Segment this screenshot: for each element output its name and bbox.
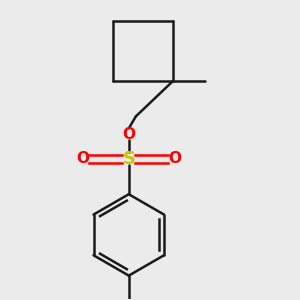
Text: O: O (76, 151, 89, 166)
Text: S: S (122, 150, 135, 168)
Text: O: O (122, 127, 135, 142)
Text: O: O (168, 151, 181, 166)
